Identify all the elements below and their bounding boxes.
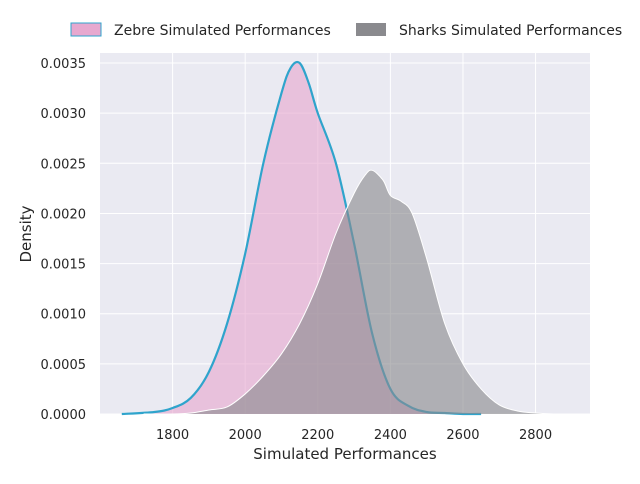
y-axis-tick-labels: 0.0000 0.0005 0.0010 0.0015 0.0020 0.0025 0.00… (41, 57, 87, 423)
area-zebre (121, 62, 482, 415)
x-tick-label: 1800 (156, 428, 189, 443)
y-tick-label: 0.0035 (41, 57, 87, 72)
x-tick-label: 2800 (519, 428, 552, 443)
x-axis-tick-labels: 1800 2000 2200 2400 2600 2800 (156, 428, 552, 443)
x-tick-label: 2600 (446, 428, 479, 443)
legend-label-zebre: Zebre Simulated Performances (114, 23, 331, 39)
y-tick-label: 0.0000 (41, 408, 87, 423)
x-tick-label: 2200 (301, 428, 334, 443)
y-tick-label: 0.0015 (41, 258, 87, 273)
legend-swatch-sharks (356, 23, 386, 36)
area-sharks (143, 170, 572, 415)
y-tick-label: 0.0030 (41, 107, 87, 122)
series-areas (121, 60, 572, 416)
legend-swatch-zebre (70, 22, 102, 37)
y-tick-label: 0.0010 (41, 308, 87, 323)
x-axis-label: Simulated Performances (253, 445, 437, 463)
x-tick-label: 2000 (229, 428, 262, 443)
legend: Zebre Simulated Performances Sharks Simu… (70, 22, 622, 39)
x-tick-label: 2400 (374, 428, 407, 443)
legend-label-sharks: Sharks Simulated Performances (399, 23, 622, 39)
y-tick-label: 0.0025 (41, 157, 87, 172)
y-axis-label: Density (17, 205, 35, 262)
density-line-sharks (143, 169, 572, 415)
y-tick-label: 0.0005 (41, 358, 87, 373)
y-tick-label: 0.0020 (41, 207, 87, 222)
